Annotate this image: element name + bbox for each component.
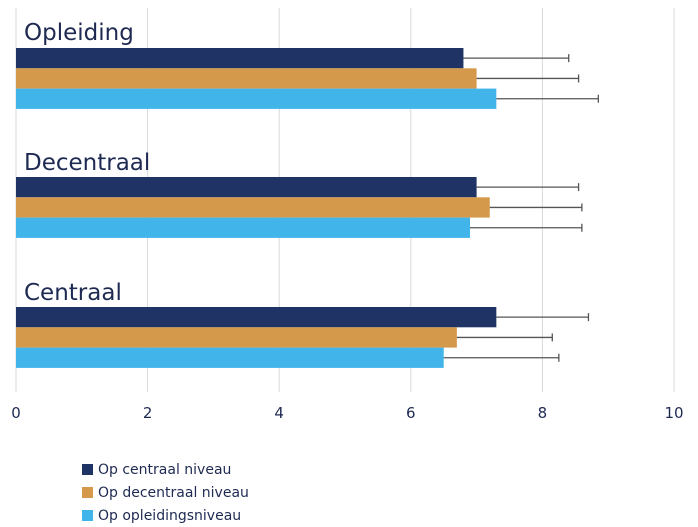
- x-tick-label-8: 8: [538, 404, 548, 422]
- bar-g1-s1: [16, 197, 490, 218]
- legend-label-opleiding: Op opleidingsniveau: [98, 507, 242, 524]
- x-tick-label-0: 0: [11, 404, 21, 422]
- x-tick-label-10: 10: [664, 404, 683, 422]
- bar-g2-s2: [16, 347, 444, 368]
- group-title-0: Opleiding: [24, 20, 134, 46]
- bar-g1-s0: [16, 177, 477, 198]
- group-title-2: Centraal: [24, 280, 122, 306]
- legend-label-centraal: Op centraal niveau: [98, 461, 232, 478]
- legend-item-decentraal: Op decentraal niveau: [82, 481, 249, 504]
- legend: Op centraal niveau Op decentraal niveau …: [82, 458, 249, 527]
- legend-item-opleiding: Op opleidingsniveau: [82, 504, 249, 527]
- legend-swatch-opleiding: [82, 510, 93, 521]
- legend-item-centraal: Op centraal niveau: [82, 458, 249, 481]
- bar-g0-s0: [16, 48, 464, 69]
- group-title-1: Decentraal: [24, 150, 150, 176]
- bar-chart: 0 2 4 6 8 10 Opleiding Decentraal Centraal: [11, 8, 684, 422]
- bar-g0-s2: [16, 88, 497, 109]
- bar-g2-s0: [16, 307, 497, 328]
- legend-label-decentraal: Op decentraal niveau: [98, 484, 249, 501]
- x-tick-label-2: 2: [143, 404, 153, 422]
- bar-g1-s2: [16, 217, 471, 238]
- bar-g0-s1: [16, 68, 477, 89]
- x-tick-label-4: 4: [274, 404, 284, 422]
- bar-g2-s1: [16, 327, 457, 348]
- x-tick-label-6: 6: [406, 404, 416, 422]
- legend-swatch-decentraal: [82, 487, 93, 498]
- legend-swatch-centraal: [82, 464, 93, 475]
